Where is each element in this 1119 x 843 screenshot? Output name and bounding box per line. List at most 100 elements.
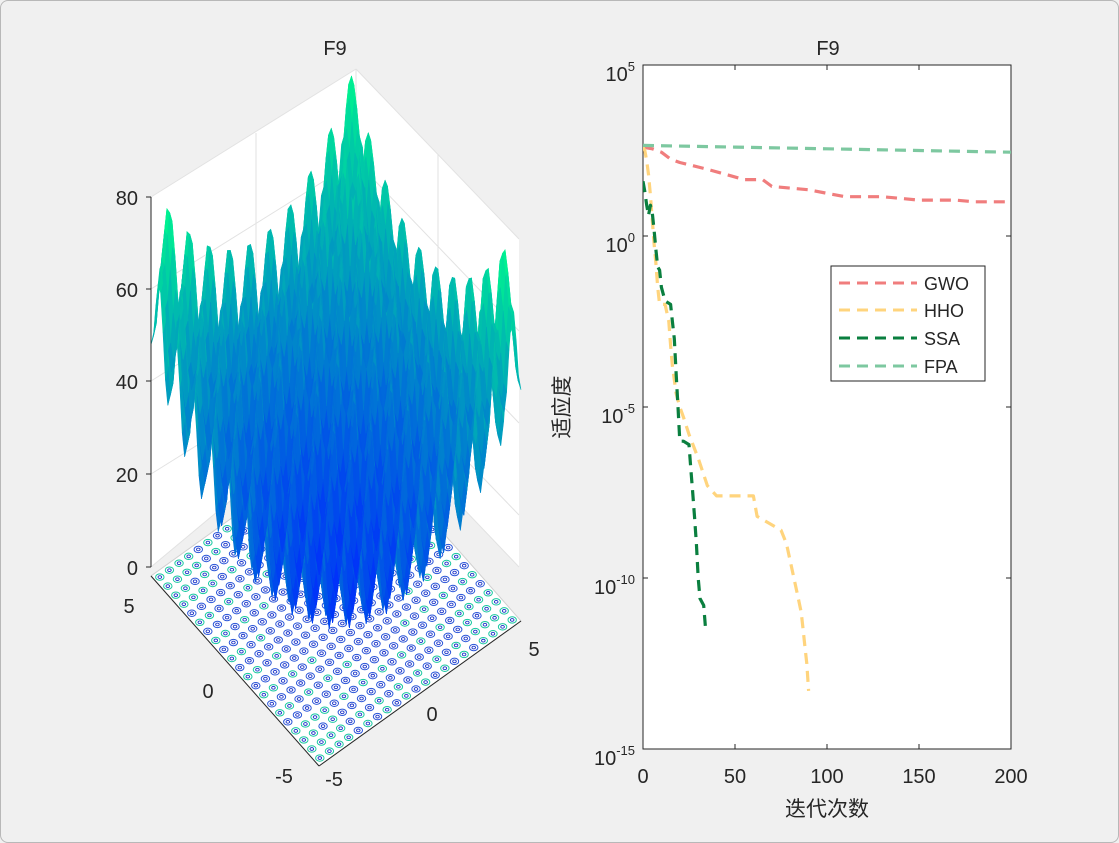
contour-ring [364, 703, 375, 712]
contour-ring-inner [292, 656, 297, 660]
contour-ring [382, 705, 392, 714]
contour-ring-inner [197, 620, 203, 625]
contour-ring [398, 635, 408, 643]
contour-ring [404, 660, 415, 668]
contour-ring [316, 649, 327, 657]
contour-ring-inner [452, 570, 457, 575]
contour-ring [267, 611, 277, 619]
contour-ring [302, 704, 312, 712]
contour-ring-inner [404, 694, 409, 698]
contour-ring-inner [229, 656, 235, 661]
contour-ring-inner [397, 669, 403, 673]
contour-ring-inner [280, 590, 286, 594]
contour-ring [413, 580, 423, 588]
contour-ring-inner [455, 627, 460, 632]
contour-ring-inner [269, 613, 275, 617]
contour-ring [372, 712, 383, 721]
contour-ring [209, 563, 219, 572]
contour-ring-inner [324, 692, 329, 697]
contour-ring [287, 670, 298, 678]
contour-ring [211, 547, 221, 556]
contour-ring-inner [474, 613, 480, 618]
contour-ring-inner [330, 717, 335, 722]
contour-ring [464, 602, 474, 611]
contour-ring-inner [239, 560, 244, 565]
contour-ring [171, 591, 181, 599]
contour-ring-inner [453, 643, 459, 648]
contour-ring [255, 634, 266, 642]
contour-ring-inner [309, 658, 315, 663]
contour-ring-inner [341, 694, 347, 699]
contour-ring [278, 677, 288, 685]
contour-ring-inner [340, 621, 345, 626]
contour-ring-inner [493, 599, 499, 604]
contour-ring-inner [242, 617, 247, 622]
contour-ring-inner [352, 671, 358, 676]
contour-ring [291, 727, 301, 735]
contour-ring [329, 699, 339, 707]
contour-ring-inner [420, 623, 425, 628]
contour-ring-inner [348, 719, 353, 724]
contour-ring [299, 736, 309, 744]
contour-ring-inner [325, 676, 331, 681]
contour-ring-inner [492, 615, 497, 620]
contour-ring [252, 665, 263, 674]
contour-ring [214, 604, 224, 613]
contour-ring-inner [207, 613, 212, 618]
contour-ring [238, 631, 248, 640]
contour-ring [236, 647, 247, 656]
contour-ring-inner [461, 563, 467, 568]
contour-ring [343, 733, 354, 742]
contour-ring-inner [301, 649, 307, 653]
contour-ring [432, 655, 442, 663]
contour-ring-inner [308, 674, 313, 678]
contour-ring-inner [402, 621, 408, 625]
contour-ring [366, 687, 376, 696]
contour-ring [318, 722, 328, 730]
contour-ring [446, 600, 457, 609]
contour-ring-inner [384, 619, 390, 623]
contour-ring [345, 717, 355, 726]
contour-ring [472, 611, 482, 620]
contour-ring [292, 622, 303, 630]
contour-ring [276, 604, 287, 612]
contour-ring-inner [348, 630, 353, 635]
contour-ring [385, 674, 396, 682]
contour-ring [295, 679, 306, 687]
contour-ring [435, 623, 445, 632]
contour-ring-inner [319, 740, 324, 744]
contour-ring [251, 681, 261, 690]
contour-ring [308, 640, 319, 648]
contour-ring [241, 600, 251, 608]
contour-ring-inner [279, 694, 284, 699]
contour-ring [430, 671, 440, 679]
contour-ring-inner [418, 639, 424, 643]
contour-ring [283, 718, 293, 726]
contour-ring [230, 622, 240, 631]
contour-ring [203, 627, 213, 636]
contour-ring-inner [466, 604, 472, 609]
contour-ring [247, 625, 258, 633]
contour-ring-inner [412, 614, 417, 618]
surface-mesh [150, 75, 522, 629]
contour-ring-inner [423, 680, 428, 684]
contour-ring [449, 657, 460, 666]
contour-ring-inner [240, 544, 246, 549]
contour-ring [311, 697, 322, 705]
contour-ring-inner [373, 641, 379, 646]
contour-ring [246, 640, 256, 649]
contour-ring [437, 607, 447, 616]
contour-ring-inner [285, 719, 291, 724]
contour-ring [263, 643, 274, 651]
contour-ring [347, 701, 357, 710]
contour-ring-inner [445, 545, 451, 550]
contour-ring-inner [346, 646, 352, 651]
contour-ring [188, 593, 199, 602]
contour-ring [429, 598, 439, 607]
contour-ring [193, 545, 203, 554]
contour-ring-inner [236, 592, 241, 597]
contour-ring [412, 669, 423, 677]
contour-ring [284, 702, 295, 710]
contour-ring [430, 582, 441, 591]
contour-ring [393, 683, 404, 691]
